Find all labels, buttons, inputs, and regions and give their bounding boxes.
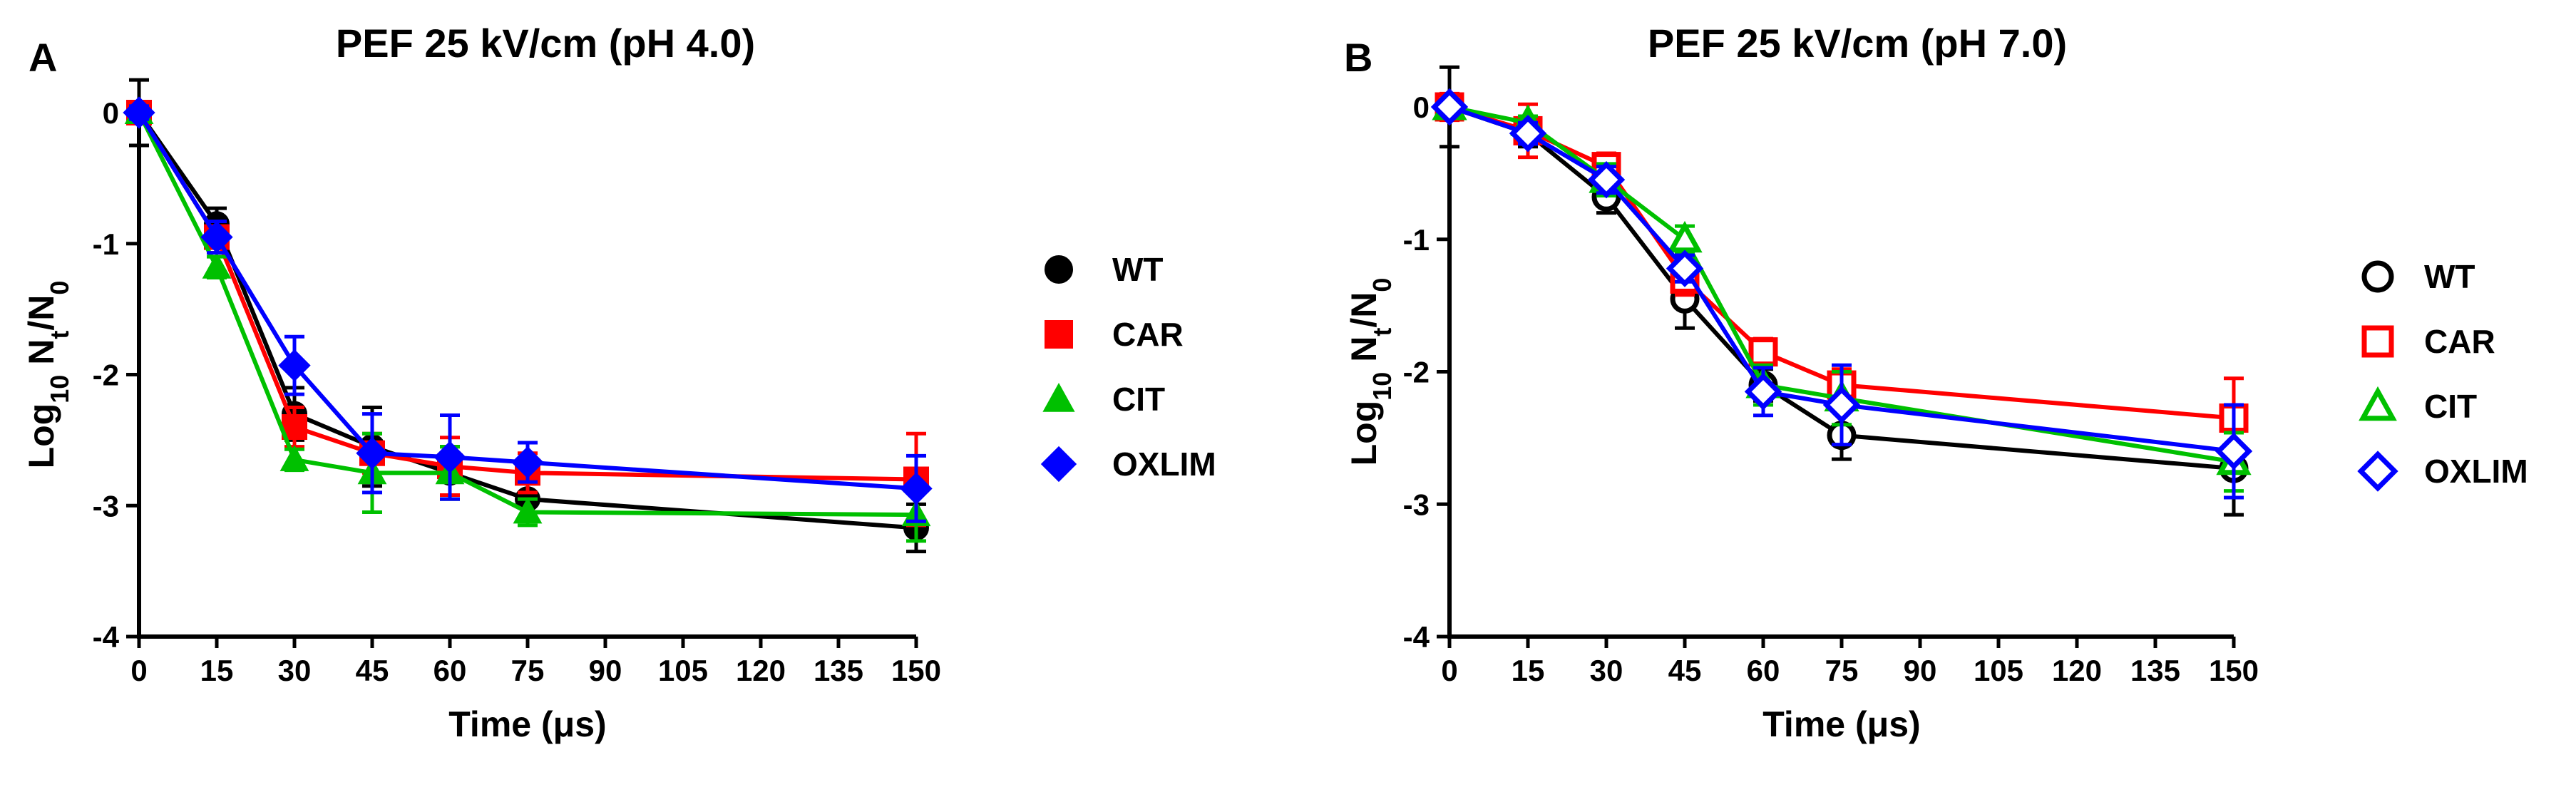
data-point [1748, 337, 1778, 367]
legend-marker-cit [2359, 386, 2397, 421]
x-tick-label: 75 [1825, 654, 1859, 687]
x-tick-label: 150 [2209, 654, 2259, 687]
legend-marker-wt [2361, 260, 2394, 293]
panel-letter: B [1344, 35, 1372, 80]
chart-panel-b: B PEF 25 kV/cm (pH 7.0) 0 15 30 45 60 75 90 105 12… [1344, 21, 2528, 744]
y-tick-label: -1 [1403, 223, 1430, 257]
y-tick-label: 0 [103, 96, 119, 130]
x-tick-label: 135 [814, 654, 863, 687]
series-line [137, 111, 917, 491]
data-point [1666, 250, 1704, 287]
legend-label-wt: WT [1112, 251, 1164, 288]
x-tick-label: 45 [356, 654, 389, 687]
y-tick-label: -4 [93, 620, 120, 654]
x-tick-label: 90 [1904, 654, 1937, 687]
data-point [202, 252, 232, 279]
data-point [511, 446, 544, 479]
data-point [2215, 432, 2253, 470]
legend-label-oxlim: OXLIM [1112, 446, 1216, 483]
series-line [137, 111, 917, 482]
y-tick-label: -2 [93, 359, 119, 392]
series-wt [1435, 65, 2249, 517]
x-tick-label: 30 [1590, 654, 1623, 687]
legend-label-cit: CIT [1112, 381, 1165, 418]
x-tick-label: 75 [511, 654, 545, 687]
data-point [433, 441, 466, 473]
legend-marker-oxlim [2357, 451, 2398, 492]
x-tick-label: 60 [433, 654, 467, 687]
data-point [356, 437, 389, 470]
legend-label-car: CAR [1112, 316, 1184, 353]
data-point [200, 220, 233, 254]
legend-marker-car [2361, 325, 2394, 358]
x-tick-label: 15 [1512, 654, 1545, 687]
legend-marker-wt [1045, 255, 1073, 284]
legend-label-cit: CIT [2424, 388, 2477, 425]
x-tick-label: 90 [589, 654, 622, 687]
data-point [1587, 160, 1626, 199]
x-axis-title: Time (μs) [1762, 704, 1920, 744]
series-oxlim [123, 96, 933, 523]
y-tick-label: 0 [1413, 91, 1430, 124]
y-axis-title: Log10 Nt/N0 [1344, 278, 1397, 466]
data-point [513, 497, 543, 524]
x-tick-label: 60 [1747, 654, 1780, 687]
chart-panel-a: A PEF 25 kV/cm (pH 4.0) 0 15 30 45 60 75 90 105 12… [21, 21, 1216, 744]
data-point [279, 445, 309, 471]
panel-letter: A [29, 35, 57, 80]
y-tick-label: -2 [1403, 356, 1430, 389]
x-tick-label: 105 [658, 654, 708, 687]
data-point [1509, 114, 1547, 153]
data-point [1744, 373, 1782, 411]
data-point [900, 472, 933, 505]
x-tick-label: 135 [2130, 654, 2180, 687]
legend-marker-oxlim [1040, 446, 1077, 483]
x-tick-label: 30 [278, 654, 312, 687]
legend-marker-car [1045, 320, 1073, 349]
x-tick-label: 15 [200, 654, 234, 687]
x-tick-label: 105 [1974, 654, 2023, 687]
y-axis-title: Log10 Nt/N0 [21, 281, 74, 469]
y-tick-label: -3 [1403, 488, 1430, 521]
x-tick-label: 0 [1441, 654, 1457, 687]
chart-title: PEF 25 kV/cm (pH 7.0) [1648, 21, 2067, 66]
y-tick-label: -3 [93, 489, 119, 523]
legend-label-car: CAR [2424, 323, 2495, 360]
data-point [1822, 386, 1861, 424]
data-point [1430, 88, 1469, 126]
data-point [123, 96, 155, 129]
x-axis-title: Time (μs) [448, 704, 606, 744]
x-tick-label: 120 [2052, 654, 2102, 687]
y-tick-label: -4 [1403, 620, 1430, 654]
legend-marker-cit [1042, 383, 1075, 412]
legend-label-wt: WT [2424, 258, 2475, 295]
x-tick-label: 0 [130, 654, 147, 687]
legend-label-oxlim: OXLIM [2424, 453, 2528, 490]
x-tick-label: 45 [1668, 654, 1702, 687]
data-point [278, 349, 311, 382]
x-tick-label: 120 [736, 654, 786, 687]
x-tick-label: 150 [891, 654, 941, 687]
series-oxlim [1430, 88, 2253, 500]
chart-title: PEF 25 kV/cm (pH 4.0) [336, 21, 755, 66]
y-tick-label: -1 [93, 227, 119, 261]
